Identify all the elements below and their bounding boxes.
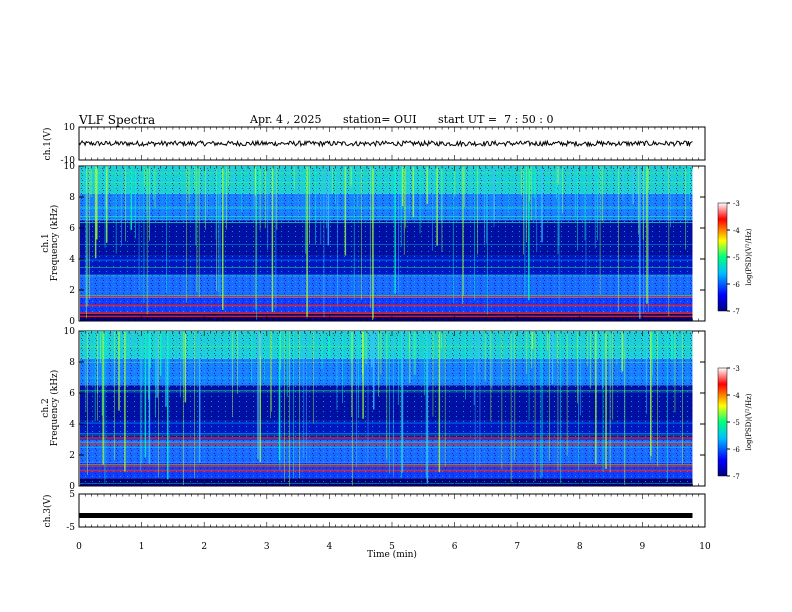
y-tick-label: 6 xyxy=(69,224,75,234)
colorbar-tick-label: -7 xyxy=(733,308,740,316)
empty-region xyxy=(692,167,704,320)
y-tick-label: -10 xyxy=(61,156,76,166)
spectrogram-noise xyxy=(80,332,693,485)
ch2-colorbar xyxy=(717,367,728,477)
station-label: station= OUI xyxy=(343,113,417,126)
y-tick-label: 0 xyxy=(69,482,75,492)
x-tick-label: 7 xyxy=(514,542,520,552)
start-ut-label: start UT = 7 : 50 : 0 xyxy=(438,113,554,126)
y-tick-label: -5 xyxy=(66,523,75,533)
colorbar-tick-label: -6 xyxy=(733,446,740,454)
ch2-spec-ylabel-a: ch.2 xyxy=(41,398,51,417)
chart-marks: 10-100246810-3-4-5-6-70246810-3-4-5-6-75… xyxy=(61,123,741,552)
empty-region xyxy=(692,332,704,485)
y-tick-label: 8 xyxy=(69,358,75,368)
x-tick-label: 5 xyxy=(389,542,395,552)
ch1-colorbar xyxy=(717,202,728,312)
y-tick-label: 0 xyxy=(69,317,75,327)
colorbar-tick-label: -5 xyxy=(733,419,740,427)
colorbar-tick-label: -3 xyxy=(733,365,740,373)
x-tick-label: 4 xyxy=(327,542,333,552)
y-tick-label: 10 xyxy=(64,327,76,337)
ch2-colorbar-label: log(PSD)(V²/Hz) xyxy=(745,393,753,450)
y-tick-label: 10 xyxy=(64,123,76,133)
x-tick-label: 10 xyxy=(699,542,711,552)
x-tick-label: 3 xyxy=(264,542,270,552)
ch2-spec-ylabel-b: Frequency (kHz) xyxy=(49,370,60,447)
y-tick-label: 2 xyxy=(69,286,75,296)
ch1-ylabel: ch.1(V) xyxy=(42,128,53,161)
y-tick-label: 6 xyxy=(69,389,75,399)
spectrogram-noise xyxy=(80,167,693,320)
x-tick-label: 0 xyxy=(76,542,82,552)
y-tick-label: 5 xyxy=(69,490,75,500)
colorbar-tick-label: -4 xyxy=(733,392,740,400)
ch1-waveform-line xyxy=(78,139,693,148)
ch1-colorbar-label: log(PSD)(V²/Hz) xyxy=(745,228,753,285)
colorbar-tick-label: -6 xyxy=(733,281,740,289)
ch3-ylabel: ch.3(V) xyxy=(42,495,53,528)
y-tick-label: 4 xyxy=(69,420,75,430)
chart-title: VLF Spectra xyxy=(79,113,156,127)
y-tick-label: 4 xyxy=(69,255,75,265)
y-tick-label: 10 xyxy=(64,162,76,172)
ch1-spec-ylabel-a: ch.1 xyxy=(41,233,51,252)
x-tick-label: 2 xyxy=(201,542,207,552)
x-axis-label: Time (min) xyxy=(367,549,417,560)
colorbar-tick-label: -7 xyxy=(733,473,740,481)
x-tick-label: 1 xyxy=(139,542,145,552)
ch1-spec-ylabel-b: Frequency (kHz) xyxy=(49,205,60,282)
x-tick-label: 9 xyxy=(640,542,646,552)
colorbar-tick-label: -3 xyxy=(733,200,740,208)
colorbar-tick-label: -5 xyxy=(733,254,740,262)
colorbar-tick-label: -4 xyxy=(733,227,740,235)
x-tick-label: 6 xyxy=(452,542,458,552)
y-tick-label: 2 xyxy=(69,451,75,461)
y-tick-label: 8 xyxy=(69,193,75,203)
date-label: Apr. 4 , 2025 xyxy=(250,113,322,126)
x-tick-label: 8 xyxy=(577,542,583,552)
